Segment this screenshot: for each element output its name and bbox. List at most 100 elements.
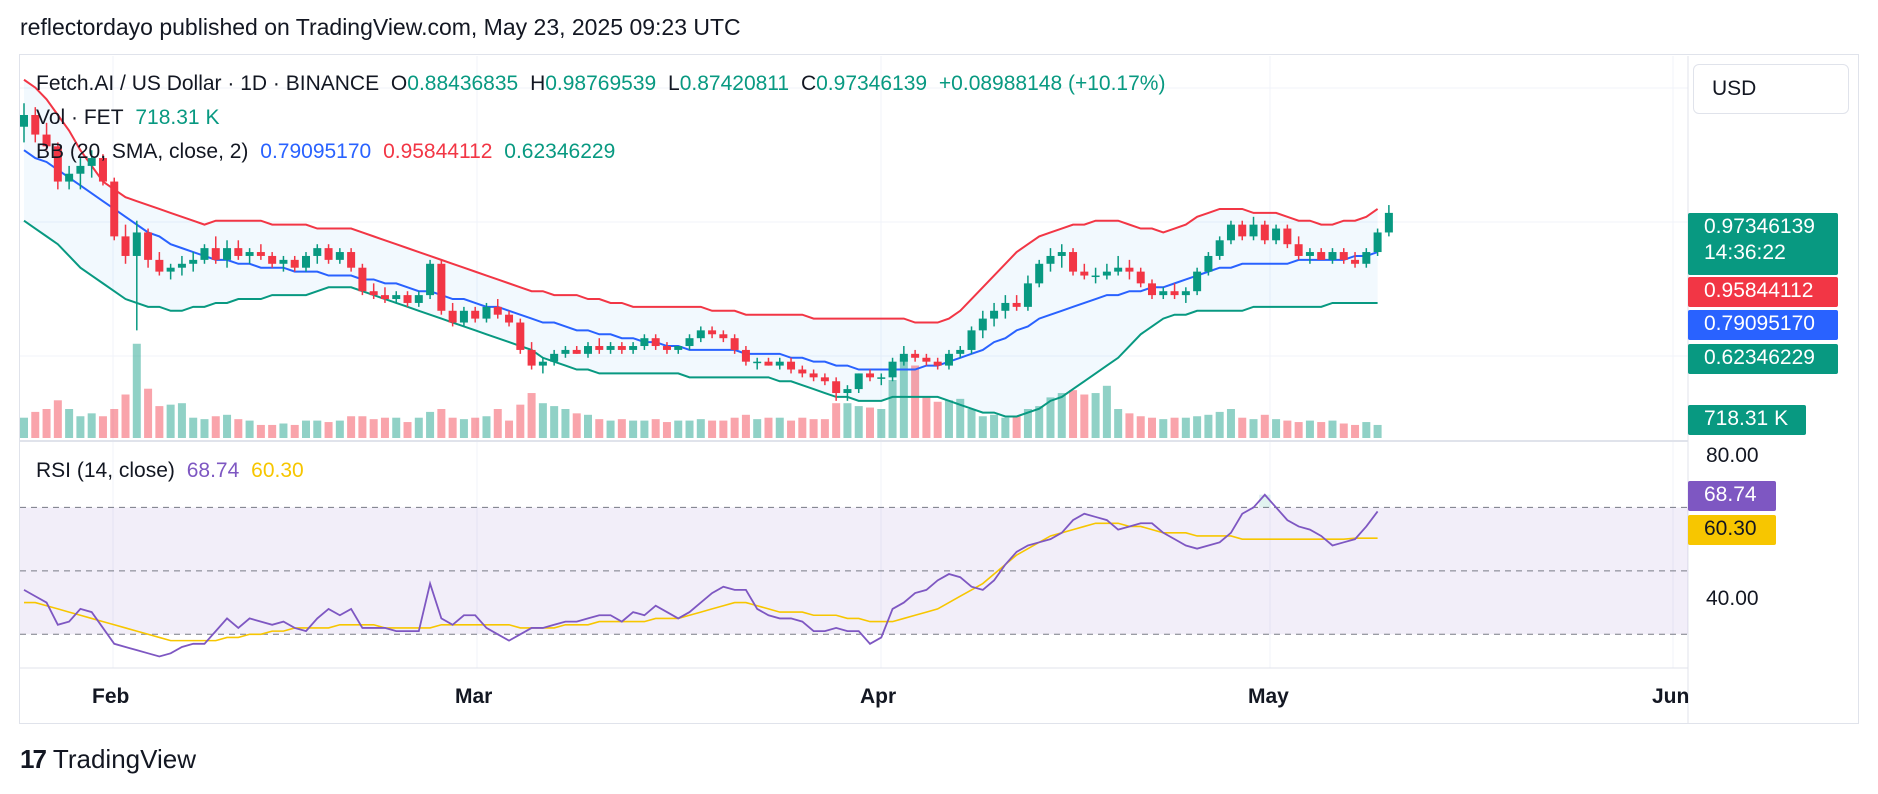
volume-bar: [392, 417, 401, 438]
volume-bar: [245, 420, 254, 438]
candle-body: [561, 349, 570, 354]
volume-label[interactable]: Vol · FET: [36, 106, 124, 129]
volume-bar: [358, 416, 367, 438]
tradingview-logo[interactable]: 17 TradingView: [20, 744, 196, 775]
volume-bar: [956, 398, 965, 438]
volume-bar: [1069, 390, 1078, 438]
volume-legend: Vol · FET 718.31 K: [36, 106, 225, 130]
x-axis-label-jun: Jun: [1652, 685, 1690, 708]
volume-bar: [53, 400, 62, 438]
candle-body: [584, 346, 592, 354]
candle-body: [189, 259, 198, 264]
candle-body: [798, 369, 807, 374]
volume-bar: [1193, 416, 1202, 438]
volume-bar: [866, 407, 874, 438]
candle-body: [245, 252, 254, 256]
volume-bar: [708, 420, 717, 438]
currency-selector[interactable]: USD: [1693, 64, 1849, 114]
rsi-axis-tick-40: 40.00: [1706, 587, 1759, 610]
candle-body: [110, 181, 119, 237]
volume-bar: [1046, 397, 1055, 438]
volume-bar: [20, 417, 28, 438]
volume-bar: [741, 414, 750, 438]
volume-bar: [1148, 417, 1156, 438]
volume-bar: [730, 417, 739, 438]
open-value: 0.88436835: [407, 72, 519, 95]
candle-body: [1035, 263, 1044, 284]
candle-body: [1080, 271, 1089, 276]
candle-body: [832, 381, 841, 394]
candle-body: [200, 248, 209, 260]
candle-body: [1351, 259, 1360, 264]
volume-bar: [1328, 420, 1337, 438]
volume-bar: [1001, 417, 1010, 438]
volume-bar: [787, 420, 796, 438]
volume-bar: [471, 417, 480, 438]
volume-bar: [561, 409, 570, 438]
close-price-text: 0.97346139: [1704, 215, 1815, 238]
low-label: L: [668, 72, 680, 95]
rsi-overbought-fill: [1259, 494, 1271, 508]
candle-body: [595, 346, 604, 350]
rsi-band-fill: [20, 507, 1688, 635]
candle-body: [1328, 252, 1337, 260]
candle-body: [1125, 267, 1134, 272]
volume-bar: [482, 416, 491, 438]
volume-bar: [1057, 393, 1066, 438]
symbol-name[interactable]: Fetch.AI / US Dollar · 1D · BINANCE: [36, 72, 380, 95]
candle-body: [1362, 252, 1371, 264]
candle-body: [572, 349, 581, 354]
candle-body: [1226, 224, 1235, 241]
candle-body: [662, 346, 671, 350]
volume-bar: [1080, 394, 1089, 438]
volume-bar: [234, 419, 243, 438]
candle-body: [223, 248, 232, 260]
volume-bar: [798, 417, 807, 438]
candle-body: [753, 361, 762, 364]
volume-bar: [200, 419, 209, 438]
volume-bar: [990, 414, 999, 438]
volume-bar: [189, 417, 198, 438]
candle-body: [42, 134, 51, 147]
candle-body: [459, 310, 468, 323]
candle-body: [448, 310, 457, 323]
volume-bar: [65, 409, 74, 438]
volume-bar: [1351, 424, 1360, 438]
volume-bar: [1317, 422, 1326, 438]
volume-bar: [324, 422, 333, 438]
candle-body: [20, 114, 28, 127]
chart-frame[interactable]: [19, 54, 1859, 724]
candle-body: [1249, 224, 1258, 237]
volume-bar: [640, 420, 649, 438]
volume-bar: [764, 417, 773, 438]
volume-bar: [719, 420, 728, 438]
candle-body: [967, 330, 976, 350]
candle-body: [843, 389, 852, 394]
tradingview-logo-icon: 17: [20, 744, 47, 774]
rsi-legend: RSI (14, close) 68.74 60.30: [36, 459, 310, 483]
volume-bar: [448, 417, 457, 438]
candle-body: [1193, 271, 1202, 292]
bb-upper-value: 0.95844112: [383, 140, 493, 163]
x-axis-label-mar: Mar: [455, 685, 493, 708]
candle-body: [358, 267, 367, 292]
rsi-ma-value: 60.30: [251, 459, 304, 482]
volume-bar: [1114, 409, 1123, 438]
candle-body: [708, 330, 717, 335]
volume-bar: [1373, 424, 1382, 438]
candle-body: [471, 310, 480, 319]
volume-bar: [223, 414, 232, 438]
rsi-label[interactable]: RSI (14, close): [36, 459, 175, 482]
volume-price-label: 718.31 K: [1688, 405, 1806, 435]
high-value: 0.98769539: [545, 72, 657, 95]
bb-band-fill: [24, 79, 1378, 417]
candle-body: [347, 252, 356, 268]
candle-body: [1023, 283, 1032, 307]
bb-label[interactable]: BB (20, SMA, close, 2): [36, 140, 249, 163]
volume-bar: [696, 419, 705, 438]
candle-body: [1181, 291, 1190, 296]
candle-body: [121, 236, 130, 256]
candle-body: [538, 361, 547, 366]
candle-body: [606, 346, 615, 350]
